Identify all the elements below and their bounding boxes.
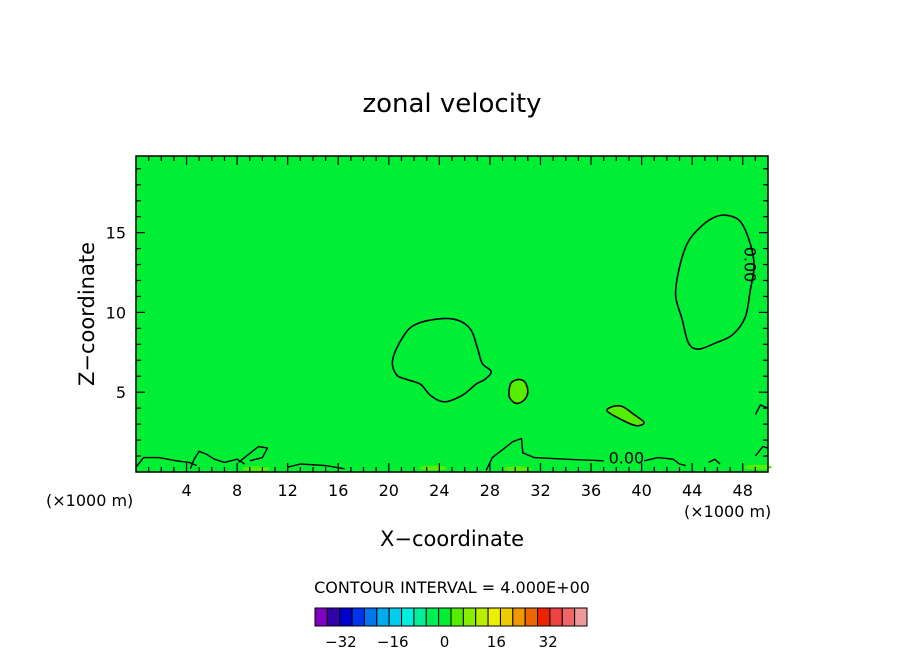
- zero-contour-segment-7: [708, 458, 721, 465]
- colorbar-swatch-12: [450, 607, 464, 627]
- colorbar-label-16: 16: [487, 633, 506, 651]
- x-tick-label-48: 48: [733, 481, 753, 500]
- zero-contour-segment-6: [643, 456, 686, 467]
- colorbar-swatch-17: [512, 607, 526, 627]
- colorbar: [314, 607, 588, 627]
- x-tick-label-12: 12: [278, 481, 298, 500]
- zero-contour-segment-1: [135, 456, 197, 468]
- colorbar-label-32: 32: [539, 633, 558, 651]
- contour-extra-lines: [135, 404, 772, 472]
- colorbar-swatch-8: [401, 607, 415, 627]
- zero-contour-segment-9: [754, 404, 769, 415]
- plot-background: [136, 156, 768, 472]
- colorbar-swatch-11: [438, 607, 452, 627]
- x-tick-label-36: 36: [581, 481, 601, 500]
- colorbar-swatch-3: [339, 607, 353, 627]
- colorbar-swatch-6: [376, 607, 390, 627]
- colorbar-label--16: −16: [377, 633, 409, 651]
- zero-contour-segment-8: [754, 445, 769, 457]
- colorbar-swatch-10: [425, 607, 440, 627]
- boundary-patch-4: [743, 464, 772, 470]
- colorbar-swatch-2: [326, 607, 341, 627]
- colorbar-swatch-13: [462, 607, 477, 627]
- colorbar-swatch-16: [499, 607, 514, 627]
- y-axis-label: Z−coordinate: [75, 242, 99, 386]
- colorbar-swatch-20: [549, 607, 563, 627]
- colorbar-swatch-18: [524, 607, 539, 627]
- contour-regions: [391, 214, 755, 427]
- x-unit-label: (×1000 m): [46, 491, 133, 510]
- zero-contour-segment-4: [287, 463, 345, 470]
- colorbar-swatch-4: [351, 607, 365, 627]
- y-tick-label-10: 10: [106, 303, 126, 322]
- contour-region-3: [508, 378, 529, 405]
- contour-region-4: [606, 404, 645, 427]
- chart-title: zonal velocity: [362, 89, 541, 119]
- y-tick-label-5: 5: [116, 383, 126, 402]
- x-tick-label-8: 8: [232, 481, 242, 500]
- colorbar-swatch-5: [363, 607, 378, 627]
- colorbar-tick-labels: −32 −16 0 16 32: [325, 633, 558, 651]
- contour-region-2: [674, 214, 755, 350]
- contour-label-2: 0.00: [741, 247, 760, 283]
- boundary-patch-1: [242, 466, 271, 472]
- x-tick-label-32: 32: [530, 481, 550, 500]
- zero-contour-segment-2: [189, 450, 246, 470]
- colorbar-label--32: −32: [325, 633, 357, 651]
- colorbar-swatch-1: [314, 607, 328, 627]
- colorbar-swatch-9: [413, 607, 427, 627]
- colorbar-swatch-22: [574, 607, 588, 627]
- colorbar-swatch-15: [487, 607, 501, 627]
- colorbar-swatch-21: [561, 607, 576, 627]
- colorbar-swatch-7: [388, 607, 403, 627]
- contour-region-1: [391, 317, 492, 403]
- x-ticks: 4 8 12 16 20 24 28 32 36 40 44 48: [148, 156, 756, 500]
- zero-contour-segment-5: [485, 437, 604, 471]
- boundary-patch-2: [419, 465, 448, 471]
- colorbar-swatch-19: [537, 607, 551, 627]
- contour-labels: 0.00 0.00: [609, 247, 760, 468]
- x-axis-label: X−coordinate: [380, 527, 524, 551]
- x-tick-label-24: 24: [429, 481, 449, 500]
- x-tick-label-40: 40: [631, 481, 651, 500]
- contour-label-1: 0.00: [609, 449, 645, 468]
- y-tick-label-15: 15: [106, 224, 126, 243]
- boundary-patch-3: [503, 466, 532, 472]
- x-tick-label-4: 4: [181, 481, 191, 500]
- x-tick-label-16: 16: [328, 481, 348, 500]
- x-tick-label-28: 28: [480, 481, 500, 500]
- x-tick-label-20: 20: [379, 481, 399, 500]
- x-unit-label-right: (×1000 m): [684, 502, 771, 521]
- y-ticks: 5 10 15: [106, 168, 768, 457]
- x-tick-label-44: 44: [682, 481, 702, 500]
- contour-interval-text: CONTOUR INTERVAL = 4.000E+00: [314, 578, 590, 597]
- zero-contour-segment-3: [237, 445, 269, 463]
- colorbar-swatch-14: [475, 607, 489, 627]
- colorbar-label-0: 0: [440, 633, 450, 651]
